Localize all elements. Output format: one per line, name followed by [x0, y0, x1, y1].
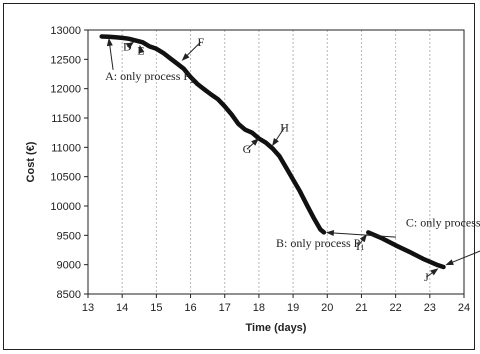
y-tick-label-8500: 8500 [57, 289, 81, 301]
x-tick-label-17: 17 [219, 302, 231, 314]
x-tick-label-14: 14 [116, 302, 128, 314]
annotation-arrowhead [181, 53, 190, 61]
annotation-9: I [356, 233, 368, 253]
annotation-10: J [424, 268, 439, 284]
y-tick-label-12000: 12000 [50, 84, 81, 96]
x-tick-label-18: 18 [253, 302, 265, 314]
annotation-arrowhead [251, 138, 260, 146]
y-tick-label-11000: 11000 [51, 142, 81, 154]
vertical-gridlines [121, 30, 431, 294]
annotation-arrowhead [359, 233, 368, 243]
annotation-arrow-line [331, 232, 397, 238]
x-tick-label-16: 16 [184, 302, 196, 314]
annotation-7: B: only process P1 [276, 230, 397, 252]
y-tick-label-13000: 13000 [50, 25, 81, 37]
annotation-arrow-line [274, 127, 285, 142]
annotation-arrowhead [271, 137, 279, 147]
y-tick-label-10500: 10500 [50, 172, 81, 184]
annotation-subscript: 2 [190, 76, 194, 85]
annotation-label: I [356, 239, 360, 253]
annotation-2: D [123, 40, 135, 54]
x-tick-label-20: 20 [321, 302, 333, 314]
annotation-subscript: 1 [360, 243, 364, 252]
annotation-arrow-line [185, 41, 202, 57]
annotation-arrowhead [125, 41, 135, 49]
annotation-arrowhead [445, 259, 454, 266]
annotation-label: J [424, 270, 429, 284]
annotation-arrowhead [106, 37, 113, 47]
annotations: A: only process P2 D E F G H B: only process P… [105, 35, 480, 284]
x-tick-label-19: 19 [287, 302, 299, 314]
annotation-label: A: only process P2 [105, 69, 194, 85]
annotation-label: C: only process P3 [406, 216, 480, 232]
annotation-arrowhead [430, 268, 439, 276]
annotation-label: F [197, 35, 204, 49]
annotation-3: E [137, 44, 144, 58]
y-axis-title: Cost (€) [25, 141, 37, 182]
x-tick-label-13: 13 [82, 302, 94, 314]
y-tick-label-9500: 9500 [57, 230, 81, 242]
series-line-1 [99, 34, 327, 235]
x-axis-title: Time (days) [246, 322, 307, 334]
chart-frame [3, 3, 475, 350]
annotation-1: A: only process P2 [105, 37, 194, 85]
annotation-8: C: only process P3 [406, 216, 480, 266]
x-tick-label-23: 23 [424, 302, 436, 314]
annotation-label: E [137, 44, 144, 58]
x-axis-ticks: 13 14 15 16 17 18 19 20 21 22 23 24 [82, 294, 470, 314]
annotation-label: D [123, 40, 132, 54]
y-tick-label-11500: 11500 [51, 113, 81, 125]
annotation-label: H [280, 120, 289, 134]
annotation-arrow-line [450, 250, 480, 264]
annotation-arrow-line [109, 43, 114, 70]
y-tick-label-12500: 12500 [50, 54, 81, 66]
series-line-2 [366, 230, 446, 270]
x-tick-label-24: 24 [458, 302, 470, 314]
data-series [99, 34, 446, 270]
x-tick-label-22: 22 [390, 302, 402, 314]
annotation-5: G [243, 138, 260, 156]
annotation-4: F [181, 35, 204, 61]
y-tick-label-10000: 10000 [50, 201, 81, 213]
annotation-label: G [243, 142, 252, 156]
annotation-arrowhead [138, 44, 145, 54]
annotation-arrowhead [325, 230, 335, 237]
x-tick-label-21: 21 [355, 302, 367, 314]
plot-area [87, 29, 465, 295]
annotation-6: H [271, 120, 289, 147]
x-tick-label-15: 15 [150, 302, 162, 314]
annotation-label: B: only process P1 [276, 236, 364, 252]
y-tick-label-9000: 9000 [57, 260, 81, 272]
y-axis-ticks: 8500 9000 9500 10000 10500 11000 11500 12000 125… [50, 25, 88, 301]
